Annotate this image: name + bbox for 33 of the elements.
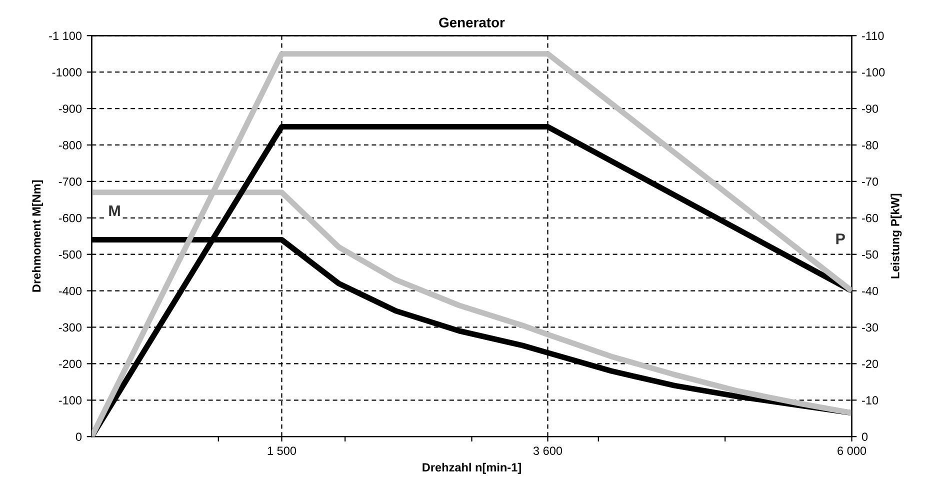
y-axis-title: Drehmoment M[Nm] — [32, 180, 43, 292]
y-tick-label: -900 — [58, 104, 82, 113]
y2-axis-title: Leistung P[kW] — [890, 194, 902, 278]
y2-tick-label: -100 — [862, 68, 885, 76]
y2-tick-label: -10 — [862, 396, 878, 405]
annotation: P — [836, 234, 845, 244]
y-tick-label: 0 — [76, 432, 82, 441]
annotation: M — [109, 206, 120, 216]
x-tick-label: 1 500 — [268, 446, 296, 455]
y-tick-label: -600 — [58, 214, 82, 222]
y2-tick-label: -20 — [862, 360, 878, 368]
y-tick-label: -100 — [58, 396, 82, 405]
y2-tick-label: -80 — [862, 141, 878, 150]
y-tick-label: -1 100 — [49, 32, 82, 40]
y2-tick-label: -110 — [862, 32, 884, 40]
y2-tick-label: -40 — [862, 286, 878, 296]
y-tick-label: -400 — [58, 286, 82, 296]
y2-tick-label: -90 — [862, 104, 878, 113]
x-axis-title: Drehzahl n[min-1] — [422, 462, 521, 474]
y-tick-label: -800 — [58, 141, 82, 150]
y2-tick-label: -50 — [862, 250, 878, 259]
y2-tick-label: 0 — [862, 432, 868, 441]
y-tick-label: -1000 — [52, 68, 82, 76]
y2-tick-label: -30 — [862, 323, 878, 332]
y2-tick-label: -70 — [862, 177, 878, 186]
x-tick-label: 3 600 — [533, 446, 562, 455]
chart-title: Generator — [439, 18, 505, 28]
y2-tick-label: -60 — [862, 214, 878, 222]
y-tick-label: -700 — [58, 177, 82, 186]
y-tick-label: -500 — [58, 250, 82, 259]
x-tick-label: 6 000 — [838, 446, 866, 455]
y-tick-label: -200 — [58, 360, 82, 368]
y-tick-label: -300 — [58, 323, 82, 332]
